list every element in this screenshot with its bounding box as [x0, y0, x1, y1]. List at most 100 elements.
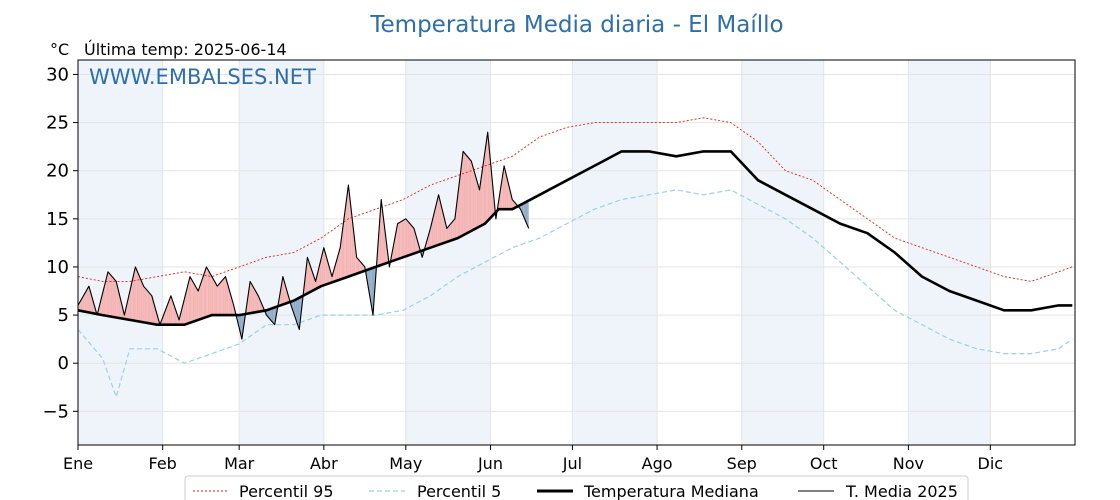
anomaly-above: [226, 281, 229, 316]
anomaly-above: [398, 222, 401, 259]
legend-label-current: T. Media 2025: [845, 482, 958, 500]
anomaly-above: [128, 291, 130, 320]
anomaly-above: [411, 225, 413, 255]
anomaly-above: [401, 220, 404, 258]
chart-title: Temperatura Media diaria - El Maíllo: [369, 12, 783, 38]
anomaly-above: [319, 258, 322, 287]
anomaly-below: [296, 298, 298, 326]
anomaly-above: [469, 159, 472, 232]
anomaly-above: [480, 170, 483, 226]
legend-box: [184, 475, 969, 500]
anomaly-below: [269, 308, 271, 320]
anomaly-above: [431, 217, 434, 248]
y-tick-label: 5: [58, 305, 69, 326]
anomaly-above: [311, 269, 313, 292]
anomaly-above: [196, 288, 199, 321]
y-tick-label: 25: [46, 113, 69, 134]
anomaly-above: [86, 288, 88, 313]
anomaly-above: [144, 287, 147, 323]
anomaly-above: [433, 211, 435, 247]
anomaly-above: [336, 257, 338, 281]
anomaly-above: [344, 205, 346, 279]
anomaly-above: [168, 299, 170, 325]
legend-label-median: Temperatura Mediana: [583, 482, 759, 500]
anomaly-above: [434, 205, 436, 247]
anomaly-above: [191, 278, 193, 323]
anomaly-above: [109, 273, 111, 317]
anomaly-above: [482, 161, 484, 226]
x-tick-label: Dic: [978, 454, 1004, 473]
anomaly-above: [348, 185, 350, 277]
anomaly-above: [347, 185, 349, 278]
anomaly-below: [271, 307, 274, 324]
anomaly-above: [185, 287, 188, 325]
anomaly-above: [251, 283, 253, 313]
anomaly-above: [114, 279, 117, 318]
anomaly-above: [136, 270, 139, 322]
anomaly-above: [211, 276, 214, 316]
x-tick-label: Ago: [642, 454, 673, 473]
anomaly-above: [222, 278, 225, 316]
anomaly-above: [381, 199, 383, 266]
anomaly-above: [505, 171, 507, 210]
anomaly-above: [484, 141, 487, 224]
anomaly-below: [525, 201, 528, 226]
anomaly-above: [486, 132, 488, 223]
x-axis: Ene Feb Mar Abr May Jun Jul Ago Sep Oct Nov Dic: [63, 445, 1003, 473]
x-tick-label: May: [389, 454, 422, 473]
anomaly-above: [205, 266, 207, 318]
watermark: WWW.EMBALSES.NET: [89, 65, 316, 89]
anomaly-above: [138, 273, 140, 322]
month-shade-mar: [239, 60, 324, 445]
anomaly-above: [113, 278, 115, 318]
anomaly-above: [129, 284, 132, 321]
anomaly-below: [299, 297, 301, 330]
plot-frame: [77, 59, 1076, 446]
anomaly-above: [461, 151, 464, 236]
anomaly-above: [252, 286, 255, 313]
x-tick-label: Jun: [477, 454, 503, 473]
anomaly-above: [183, 298, 185, 325]
anomaly-below: [370, 268, 372, 308]
anomaly-above: [189, 276, 192, 323]
anomaly-above: [87, 286, 89, 313]
month-shading: [78, 60, 991, 445]
anomaly-above: [345, 195, 348, 278]
anomaly-above: [210, 274, 212, 316]
anomaly-above: [209, 271, 211, 317]
anomaly-above: [404, 218, 406, 257]
anomaly-above: [448, 225, 450, 242]
anomaly-above: [254, 288, 256, 313]
x-tick-label: Mar: [224, 454, 255, 473]
anomaly-above: [102, 287, 104, 316]
anomaly-above: [139, 276, 141, 322]
anomaly-above: [131, 278, 133, 321]
x-tick-label: Feb: [149, 454, 177, 473]
anomaly-above: [472, 165, 475, 231]
anomaly-above: [321, 253, 323, 287]
anomaly-above: [117, 286, 119, 318]
anomaly-above: [217, 284, 219, 316]
anomaly-above: [322, 247, 324, 286]
anomaly-above: [475, 175, 477, 229]
anomaly-above: [487, 132, 490, 221]
anomaly-above: [221, 279, 223, 316]
series-line-1: [77, 189, 1073, 398]
anomaly-above: [310, 265, 312, 292]
legend-label-p5: Percentil 5: [417, 482, 501, 500]
anomaly-above: [457, 185, 460, 239]
anomaly-above: [140, 279, 143, 323]
x-tick-label: Ene: [63, 454, 93, 473]
last-temp-label: Última temp: 2025-06-14: [84, 40, 287, 59]
series-lines: [77, 117, 1073, 398]
anomaly-above: [214, 281, 216, 316]
anomaly-above: [142, 282, 144, 323]
anomaly-above: [206, 266, 208, 317]
anomaly-above: [187, 281, 189, 324]
x-tick-label: Nov: [893, 454, 924, 473]
series-line-3: [77, 131, 530, 340]
y-tick-label: −5: [42, 401, 69, 422]
anomaly-above: [99, 298, 102, 315]
anomaly-above: [357, 258, 360, 274]
